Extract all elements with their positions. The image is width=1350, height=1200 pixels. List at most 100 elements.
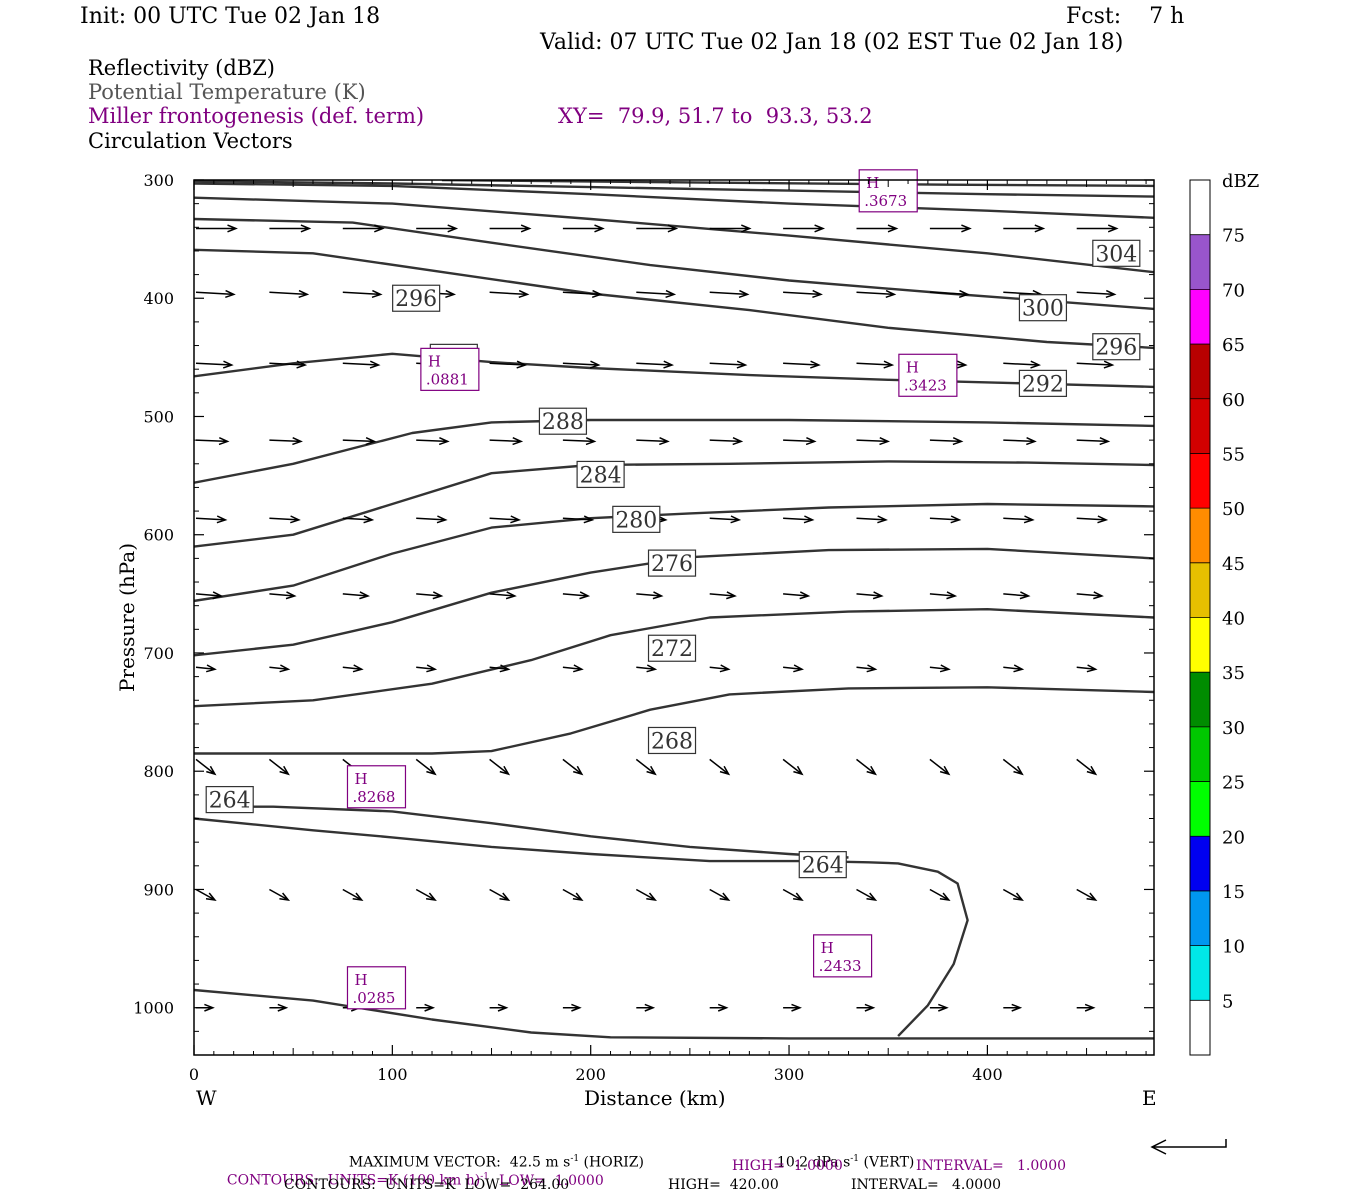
- contour-label-280-4: 280: [615, 508, 657, 533]
- contour-label-264-8: 264: [209, 789, 251, 814]
- circulation-vector-6-3: [416, 664, 438, 673]
- circulation-vector-6-11: [1003, 664, 1025, 673]
- circulation-vector-9-9: [856, 1003, 876, 1012]
- circulation-vector-7-10: [929, 758, 951, 776]
- circulation-vector-5-4: [489, 591, 517, 600]
- isentrope-308-13: [194, 182, 1154, 219]
- isentrope-272-4: [194, 608, 1154, 708]
- circulation-vector-4-4: [489, 515, 522, 524]
- colorbar-tick-65: 65: [1222, 335, 1245, 356]
- circulation-vector-8-4: [489, 888, 511, 901]
- isentrope-264-1: [194, 988, 1154, 1040]
- circulation-vector-9-7: [709, 1003, 729, 1012]
- circulation-vector-5-9: [856, 591, 884, 600]
- circulation-vector-3-1: [269, 437, 303, 446]
- circulation-vector-6-10: [929, 664, 951, 673]
- circulation-vector-8-2: [342, 888, 364, 901]
- circulation-vector-5-8: [783, 591, 811, 600]
- cross-section-endpoints: XY= 79.9, 51.7 to 93.3, 53.2: [558, 104, 873, 128]
- circulation-vector-1-5: [562, 289, 603, 299]
- colorbar-tick-30: 30: [1222, 718, 1245, 739]
- colorbar-tick-45: 45: [1222, 554, 1245, 575]
- extremum-box-3: [346, 765, 407, 809]
- contour-label-264-9: 264: [802, 854, 844, 879]
- y-tick-label-700: 700: [143, 644, 174, 663]
- contour-label-box-8: [205, 785, 254, 814]
- isentrope-280-6: [194, 502, 1154, 603]
- colorbar-swatch-35: [1190, 617, 1210, 673]
- circulation-vector-7-5: [562, 758, 584, 776]
- contour-label-box-6: [647, 634, 697, 662]
- circulation-vector-3-9: [856, 437, 891, 446]
- circulation-vector-4-8: [783, 515, 815, 524]
- circulation-vector-5-5: [562, 591, 591, 600]
- circulation-vector-7-1: [268, 758, 290, 776]
- y-tick-label-800: 800: [143, 762, 174, 781]
- circulation-vector-2-1: [269, 360, 308, 369]
- colorbar-tick-50: 50: [1222, 499, 1245, 520]
- circulation-vector-5-2: [342, 591, 371, 600]
- circulation-vector-3-2: [342, 437, 377, 446]
- circulation-vector-9-11: [1003, 1003, 1023, 1012]
- circulation-vector-1-7: [709, 289, 750, 299]
- extremum-kind-0: H: [866, 174, 879, 192]
- circulation-vector-8-5: [562, 888, 584, 901]
- circulation-vector-9-5: [562, 1003, 582, 1012]
- colorbar-tick-70: 70: [1222, 280, 1245, 301]
- isentrope-296-10: [194, 248, 1154, 350]
- colorbar-swatch-60: [1190, 344, 1210, 399]
- circulation-vector-0-2: [342, 224, 385, 233]
- contour-label-296-12: 296: [1095, 336, 1137, 361]
- reference-vector-arrow: [1150, 1139, 1227, 1155]
- circulation-vector-2-9: [856, 360, 895, 369]
- circulation-vector-9-4: [489, 1003, 509, 1012]
- max-vector-vert-tail: (VERT): [859, 1154, 915, 1171]
- circulation-vector-8-6: [635, 888, 657, 901]
- contour-label-300-11: 300: [1022, 297, 1064, 322]
- circulation-vector-7-9: [856, 758, 878, 776]
- max-vector-horiz: (HORIZ): [579, 1154, 644, 1171]
- circulation-vector-5-0: [195, 591, 224, 600]
- contour-label-box-11: [1018, 294, 1068, 322]
- circulation-vector-5-12: [1076, 591, 1104, 600]
- circulation-vector-2-4: [489, 360, 528, 369]
- colorbar-swatch-70: [1190, 234, 1210, 290]
- circulation-vector-8-0: [195, 888, 217, 901]
- circulation-vector-2-2: [342, 360, 381, 369]
- colorbar-swatch-20: [1190, 781, 1210, 837]
- extremum-box-2: [898, 353, 958, 397]
- circulation-vector-4-11: [1003, 515, 1035, 524]
- plot-frame: [193, 179, 1155, 1056]
- circulation-vector-3-5: [562, 437, 597, 446]
- y-tick-label-400: 400: [143, 289, 174, 308]
- circulation-vector-7-7: [709, 758, 731, 776]
- circulation-vector-9-8: [783, 1003, 802, 1012]
- isentrope-276-5: [194, 547, 1154, 657]
- contour-label-296-0: 296: [395, 287, 437, 312]
- circulation-vector-0-9: [856, 224, 899, 233]
- circulation-vector-0-6: [636, 224, 679, 233]
- circulation-vector-5-1: [269, 591, 297, 600]
- colorbar-tick-20: 20: [1222, 827, 1245, 848]
- circulation-vector-4-5: [562, 515, 595, 524]
- circulation-vector-1-6: [636, 289, 677, 299]
- contour-label-box-9: [798, 851, 847, 879]
- circulation-vector-1-12: [1076, 289, 1117, 299]
- circulation-vector-3-8: [783, 437, 817, 446]
- contours-fronto-high: HIGH= 1.0000: [732, 1158, 843, 1174]
- max-vector-text: MAXIMUM VECTOR: 42.5 m s: [348, 1154, 571, 1171]
- valid-time: Valid: 07 UTC Tue 02 Jan 18 (02 EST Tue …: [540, 30, 1124, 55]
- circulation-vector-5-10: [929, 591, 958, 600]
- contour-label-box-7: [647, 726, 697, 755]
- circulation-vector-0-3: [416, 224, 459, 233]
- colorbar-tick-35: 35: [1222, 663, 1245, 684]
- contours-fronto-sup: -1: [480, 1172, 489, 1182]
- y-axis-title: Pressure (hPa): [115, 543, 139, 692]
- circulation-vector-5-7: [709, 591, 737, 600]
- circulation-vector-7-4: [489, 758, 511, 776]
- x-axis-title: Distance (km): [584, 1086, 726, 1110]
- circulation-vector-2-0: [195, 360, 234, 369]
- circulation-vector-0-10: [929, 224, 972, 233]
- contours-fronto-low: LOW= 1.0000: [498, 1172, 604, 1189]
- circulation-vector-4-12: [1076, 515, 1109, 524]
